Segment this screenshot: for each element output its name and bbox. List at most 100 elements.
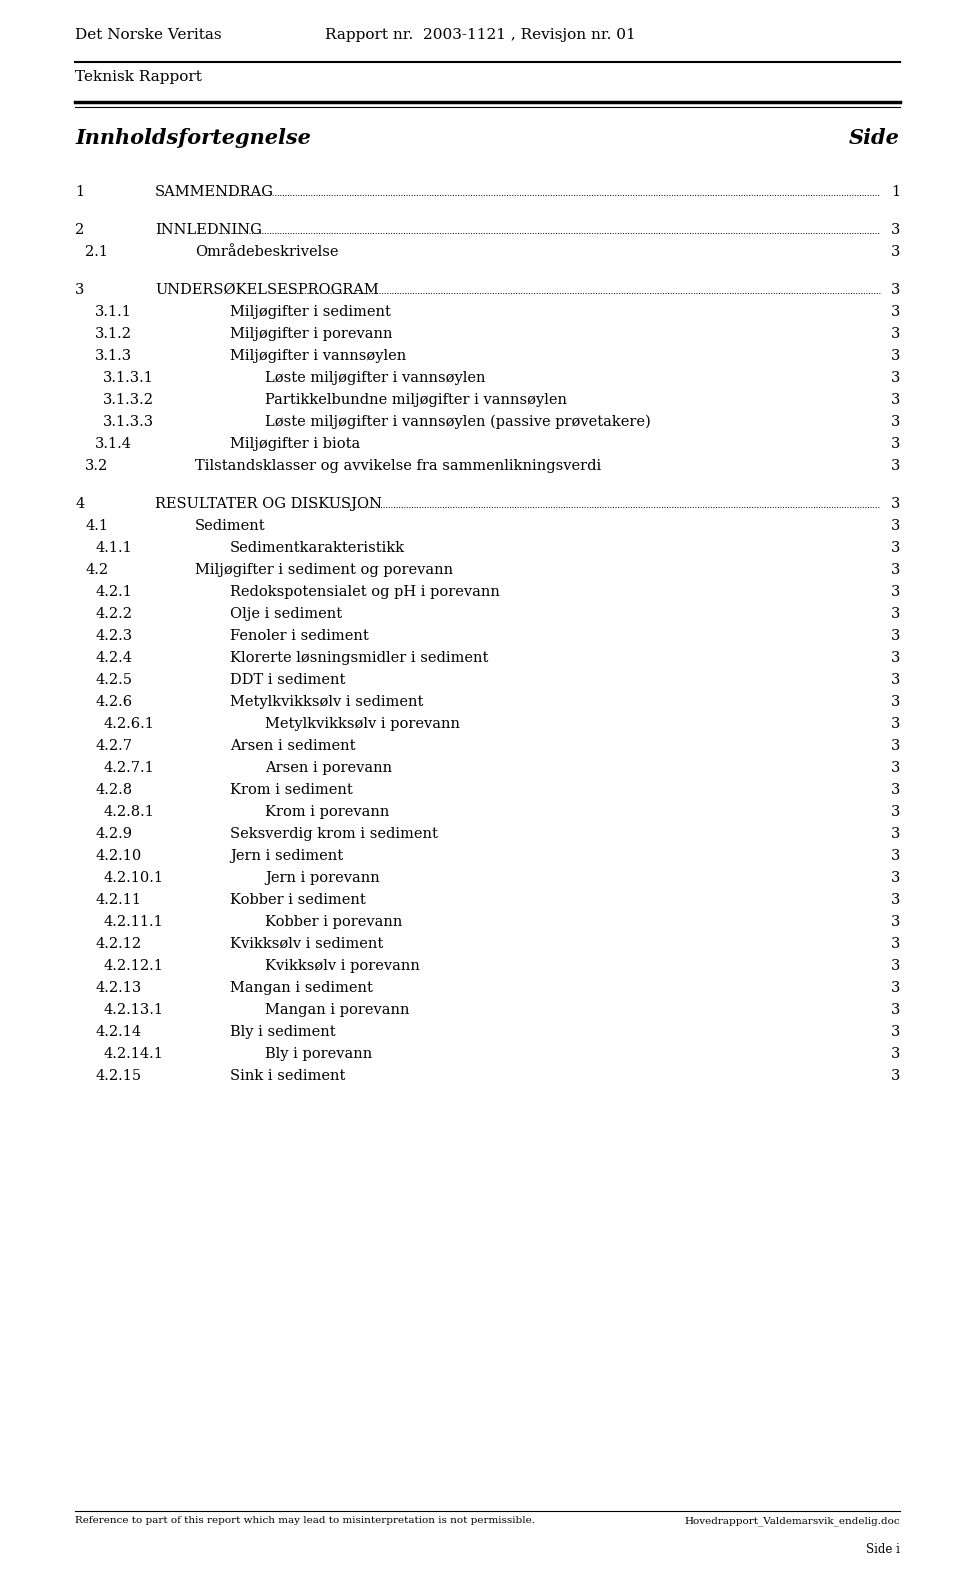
Text: 3: 3	[891, 695, 900, 709]
Text: 4.2.6.1: 4.2.6.1	[103, 717, 154, 731]
Text: 3: 3	[891, 393, 900, 407]
Text: DDT i sediment: DDT i sediment	[230, 673, 346, 687]
Text: Miljøgifter i sediment og porevann: Miljøgifter i sediment og porevann	[195, 563, 453, 577]
Text: 3: 3	[891, 327, 900, 341]
Text: 1: 1	[75, 186, 84, 200]
Text: Hovedrapport_Valdemarsvik_endelig.doc: Hovedrapport_Valdemarsvik_endelig.doc	[684, 1516, 900, 1526]
Text: Side i: Side i	[866, 1543, 900, 1556]
Text: 3: 3	[891, 783, 900, 798]
Text: Løste miljøgifter i vannsøylen: Løste miljøgifter i vannsøylen	[265, 371, 486, 385]
Text: Det Norske Veritas: Det Norske Veritas	[75, 28, 222, 42]
Text: 2.1: 2.1	[85, 245, 108, 260]
Text: 3.1.3: 3.1.3	[95, 349, 132, 363]
Text: UNDERSØKELSESPROGRAM: UNDERSØKELSESPROGRAM	[155, 283, 379, 297]
Text: 3: 3	[891, 497, 900, 511]
Text: 1: 1	[891, 186, 900, 200]
Text: Kobber i sediment: Kobber i sediment	[230, 893, 366, 908]
Text: Kvikksølv i porevann: Kvikksølv i porevann	[265, 960, 420, 974]
Text: 3: 3	[891, 915, 900, 930]
Text: 3: 3	[891, 849, 900, 864]
Text: 3: 3	[891, 223, 900, 238]
Text: 3: 3	[891, 827, 900, 842]
Text: 4.2.14.1: 4.2.14.1	[103, 1048, 163, 1062]
Text: Reference to part of this report which may lead to misinterpretation is not perm: Reference to part of this report which m…	[75, 1516, 535, 1524]
Text: 3.1.3.1: 3.1.3.1	[103, 371, 154, 385]
Text: 3: 3	[891, 349, 900, 363]
Text: 3.1.2: 3.1.2	[95, 327, 132, 341]
Text: 3.1.1: 3.1.1	[95, 305, 132, 319]
Text: 3: 3	[891, 607, 900, 621]
Text: Rapport nr.  2003-1121 , Revisjon nr. 01: Rapport nr. 2003-1121 , Revisjon nr. 01	[324, 28, 636, 42]
Text: Metylkvikksølv i porevann: Metylkvikksølv i porevann	[265, 717, 460, 731]
Text: Teknisk Rapport: Teknisk Rapport	[75, 71, 202, 83]
Text: Miljøgifter i biota: Miljøgifter i biota	[230, 437, 360, 451]
Text: 3: 3	[891, 459, 900, 473]
Text: 4.2.10: 4.2.10	[95, 849, 141, 864]
Text: 3: 3	[891, 982, 900, 996]
Text: SAMMENDRAG: SAMMENDRAG	[155, 186, 274, 200]
Text: Klorerte løsningsmidler i sediment: Klorerte løsningsmidler i sediment	[230, 651, 489, 665]
Text: 4.2.1: 4.2.1	[95, 585, 132, 599]
Text: 3: 3	[75, 283, 84, 297]
Text: 4.2.3: 4.2.3	[95, 629, 132, 643]
Text: Sink i sediment: Sink i sediment	[230, 1070, 346, 1082]
Text: Miljøgifter i sediment: Miljøgifter i sediment	[230, 305, 391, 319]
Text: Krom i porevann: Krom i porevann	[265, 805, 390, 820]
Text: Side: Side	[850, 127, 900, 148]
Text: 4.2.8: 4.2.8	[95, 783, 132, 798]
Text: 3: 3	[891, 629, 900, 643]
Text: 3.2: 3.2	[85, 459, 108, 473]
Text: 3: 3	[891, 563, 900, 577]
Text: 3: 3	[891, 717, 900, 731]
Text: 3: 3	[891, 805, 900, 820]
Text: 3: 3	[891, 245, 900, 260]
Text: 3: 3	[891, 1026, 900, 1040]
Text: Jern i porevann: Jern i porevann	[265, 871, 380, 886]
Text: 4.1: 4.1	[85, 519, 108, 533]
Text: 3: 3	[891, 437, 900, 451]
Text: 4.2.12: 4.2.12	[95, 938, 141, 952]
Text: 4.2.7.1: 4.2.7.1	[103, 761, 154, 775]
Text: Sedimentkarakteristikk: Sedimentkarakteristikk	[230, 541, 405, 555]
Text: 4.2.13.1: 4.2.13.1	[103, 1004, 163, 1018]
Text: Kvikksølv i sediment: Kvikksølv i sediment	[230, 938, 383, 952]
Text: 3: 3	[891, 541, 900, 555]
Text: Seksverdig krom i sediment: Seksverdig krom i sediment	[230, 827, 438, 842]
Text: Olje i sediment: Olje i sediment	[230, 607, 342, 621]
Text: Krom i sediment: Krom i sediment	[230, 783, 352, 798]
Text: 3: 3	[891, 893, 900, 908]
Text: Miljøgifter i vannsøylen: Miljøgifter i vannsøylen	[230, 349, 406, 363]
Text: 4.2.12.1: 4.2.12.1	[103, 960, 163, 974]
Text: 4.2.13: 4.2.13	[95, 982, 141, 996]
Text: 3: 3	[891, 1004, 900, 1018]
Text: 3: 3	[891, 371, 900, 385]
Text: INNLEDNING: INNLEDNING	[155, 223, 262, 238]
Text: 3: 3	[891, 871, 900, 886]
Text: Redokspotensialet og pH i porevann: Redokspotensialet og pH i porevann	[230, 585, 500, 599]
Text: 3.1.3.3: 3.1.3.3	[103, 415, 155, 429]
Text: Metylkvikksølv i sediment: Metylkvikksølv i sediment	[230, 695, 423, 709]
Text: Områdebeskrivelse: Områdebeskrivelse	[195, 245, 339, 260]
Text: 3.1.3.2: 3.1.3.2	[103, 393, 154, 407]
Text: 3: 3	[891, 651, 900, 665]
Text: 3: 3	[891, 739, 900, 753]
Text: 4.2.2: 4.2.2	[95, 607, 132, 621]
Text: 3: 3	[891, 1070, 900, 1082]
Text: 3: 3	[891, 960, 900, 974]
Text: 4.2.8.1: 4.2.8.1	[103, 805, 154, 820]
Text: Bly i sediment: Bly i sediment	[230, 1026, 336, 1040]
Text: 4.2.7: 4.2.7	[95, 739, 132, 753]
Text: 4.2.11: 4.2.11	[95, 893, 141, 908]
Text: Jern i sediment: Jern i sediment	[230, 849, 343, 864]
Text: 3.1.4: 3.1.4	[95, 437, 132, 451]
Text: Arsen i porevann: Arsen i porevann	[265, 761, 392, 775]
Text: Kobber i porevann: Kobber i porevann	[265, 915, 402, 930]
Text: 4.2.6: 4.2.6	[95, 695, 132, 709]
Text: 3: 3	[891, 519, 900, 533]
Text: 2: 2	[75, 223, 84, 238]
Text: 3: 3	[891, 305, 900, 319]
Text: Mangan i porevann: Mangan i porevann	[265, 1004, 410, 1018]
Text: 4.1.1: 4.1.1	[95, 541, 132, 555]
Text: 3: 3	[891, 938, 900, 952]
Text: 3: 3	[891, 1048, 900, 1062]
